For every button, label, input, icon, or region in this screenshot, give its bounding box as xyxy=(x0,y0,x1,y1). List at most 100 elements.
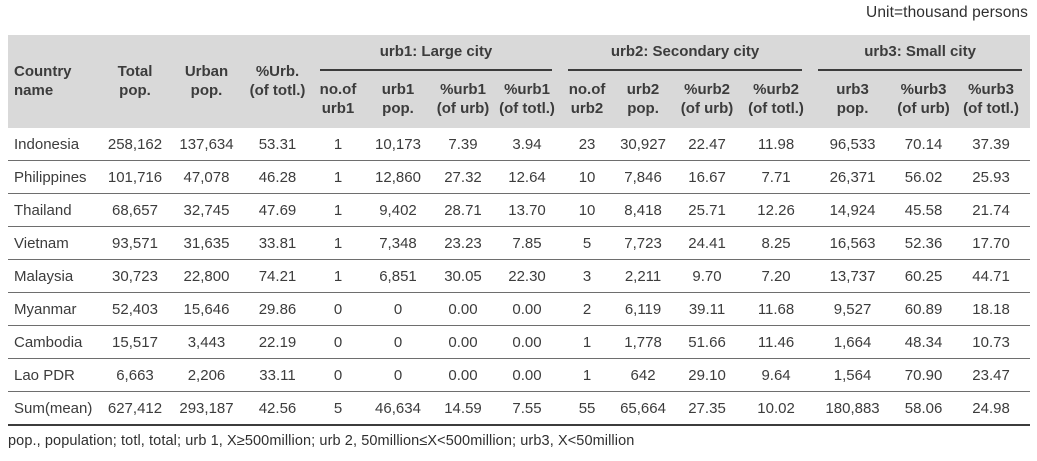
country-cell: Indonesia xyxy=(8,128,100,161)
value-cell: 7.85 xyxy=(494,226,561,260)
value-cell: 0.00 xyxy=(432,325,494,359)
value-cell: 642 xyxy=(614,358,673,392)
value-cell: 70.14 xyxy=(895,128,953,161)
table-row: Vietnam 93,571 31,635 33.81 1 7,348 23.23 7.85 5… xyxy=(8,226,1031,260)
value-cell: 7.20 xyxy=(742,259,811,293)
header-pct-urb3-of-totl: %urb3 (of totl.) xyxy=(952,71,1031,128)
value-cell: 30,927 xyxy=(614,128,673,161)
value-cell: 96,533 xyxy=(810,128,896,161)
value-cell: 14,924 xyxy=(810,193,896,227)
country-cell: Thailand xyxy=(8,193,100,227)
value-cell: 21.74 xyxy=(952,193,1031,227)
value-cell: 1 xyxy=(560,325,615,359)
value-cell: 13.70 xyxy=(494,193,561,227)
value-cell: 7,348 xyxy=(364,226,432,260)
value-cell: 1 xyxy=(312,128,364,161)
value-cell: 33.11 xyxy=(243,358,312,392)
value-cell: 8.25 xyxy=(742,226,811,260)
value-cell: 60.25 xyxy=(895,259,953,293)
value-cell: 0 xyxy=(312,292,364,326)
country-cell: Philippines xyxy=(8,160,100,194)
value-cell: 5 xyxy=(560,226,615,260)
value-cell: 2 xyxy=(560,292,615,326)
value-cell: 48.34 xyxy=(895,325,953,359)
value-cell: 74.21 xyxy=(243,259,312,293)
value-cell: 58.06 xyxy=(895,391,953,426)
value-cell: 0 xyxy=(312,325,364,359)
value-cell: 0 xyxy=(364,358,432,392)
value-cell: 29.10 xyxy=(672,358,743,392)
value-cell: 2,206 xyxy=(170,358,243,392)
sub-header-row: no.of urb1 urb1 pop. %urb1 (of urb) %urb… xyxy=(8,71,1031,128)
table-body: Indonesia 258,162 137,634 53.31 1 10,173 7.39 3… xyxy=(8,128,1031,426)
header-pct-urb2-of-urb: %urb2 (of urb) xyxy=(672,71,743,128)
value-cell: 1 xyxy=(312,193,364,227)
value-cell: 93,571 xyxy=(100,226,170,260)
header-urb1-pop: urb1 pop. xyxy=(364,71,432,128)
table-row: Malaysia 30,723 22,800 74.21 1 6,851 30.05 22.3… xyxy=(8,259,1031,293)
value-cell: 65,664 xyxy=(614,391,673,426)
value-cell: 10.02 xyxy=(742,391,811,426)
value-cell: 56.02 xyxy=(895,160,953,194)
value-cell: 55 xyxy=(560,391,615,426)
value-cell: 46.28 xyxy=(243,160,312,194)
value-cell: 258,162 xyxy=(100,128,170,161)
value-cell: 53.31 xyxy=(243,128,312,161)
value-cell: 0.00 xyxy=(432,292,494,326)
value-cell: 8,418 xyxy=(614,193,673,227)
unit-label: Unit=thousand persons xyxy=(866,4,1028,21)
value-cell: 28.71 xyxy=(432,193,494,227)
value-cell: 13,737 xyxy=(810,259,896,293)
header-pct-urb2-of-totl: %urb2 (of totl.) xyxy=(742,71,811,128)
value-cell: 52.36 xyxy=(895,226,953,260)
value-cell: 25.71 xyxy=(672,193,743,227)
value-cell: 39.11 xyxy=(672,292,743,326)
value-cell: 15,517 xyxy=(100,325,170,359)
value-cell: 9,527 xyxy=(810,292,896,326)
value-cell: 24.98 xyxy=(952,391,1031,426)
value-cell: 1 xyxy=(560,358,615,392)
value-cell: 0 xyxy=(364,325,432,359)
value-cell: 1,778 xyxy=(614,325,673,359)
value-cell: 1,664 xyxy=(810,325,896,359)
value-cell: 0.00 xyxy=(494,292,561,326)
value-cell: 11.98 xyxy=(742,128,811,161)
value-cell: 1 xyxy=(312,226,364,260)
table-header: Country name Total pop. Urban pop. %Urb.… xyxy=(8,35,1031,128)
value-cell: 22.30 xyxy=(494,259,561,293)
value-cell: 27.32 xyxy=(432,160,494,194)
value-cell: 180,883 xyxy=(810,391,896,426)
header-no-of-urb1: no.of urb1 xyxy=(312,71,364,128)
table-row: Indonesia 258,162 137,634 53.31 1 10,173 7.39 3… xyxy=(8,128,1031,161)
header-total-pop: Total pop. xyxy=(100,35,170,128)
group-label-urb3: urb3: Small city xyxy=(818,35,1023,71)
urbanization-table: Country name Total pop. Urban pop. %Urb.… xyxy=(8,35,1031,426)
value-cell: 1 xyxy=(312,160,364,194)
value-cell: 42.56 xyxy=(243,391,312,426)
value-cell: 7,723 xyxy=(614,226,673,260)
value-cell: 7.71 xyxy=(742,160,811,194)
value-cell: 7,846 xyxy=(614,160,673,194)
value-cell: 0 xyxy=(312,358,364,392)
value-cell: 293,187 xyxy=(170,391,243,426)
value-cell: 0.00 xyxy=(432,358,494,392)
header-urban-pop: Urban pop. xyxy=(170,35,243,128)
value-cell: 18.18 xyxy=(952,292,1031,326)
value-cell: 60.89 xyxy=(895,292,953,326)
header-no-of-urb2: no.of urb2 xyxy=(560,71,615,128)
value-cell: 47,078 xyxy=(170,160,243,194)
header-pct-urb1-of-urb: %urb1 (of urb) xyxy=(432,71,494,128)
value-cell: 11.46 xyxy=(742,325,811,359)
value-cell: 24.41 xyxy=(672,226,743,260)
value-cell: 7.55 xyxy=(494,391,561,426)
value-cell: 0 xyxy=(364,292,432,326)
value-cell: 1,564 xyxy=(810,358,896,392)
value-cell: 22.47 xyxy=(672,128,743,161)
value-cell: 23.23 xyxy=(432,226,494,260)
table-row: Thailand 68,657 32,745 47.69 1 9,402 28.71 13.7… xyxy=(8,193,1031,227)
table-row: Cambodia 15,517 3,443 22.19 0 0 0.00 0.00 1 1,778… xyxy=(8,325,1031,359)
value-cell: 10 xyxy=(560,160,615,194)
value-cell: 3 xyxy=(560,259,615,293)
value-cell: 12.26 xyxy=(742,193,811,227)
value-cell: 101,716 xyxy=(100,160,170,194)
